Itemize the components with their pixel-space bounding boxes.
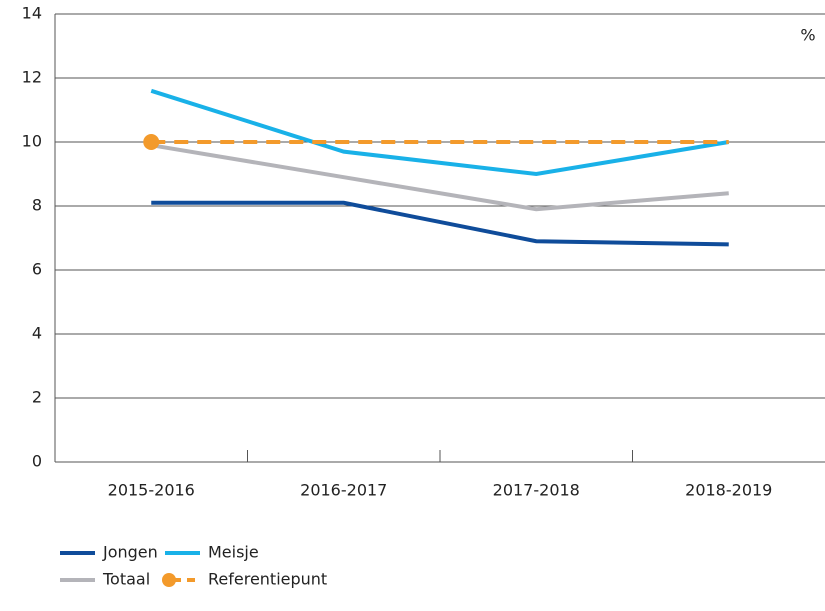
- x-tick-label: 2017-2018: [493, 481, 580, 500]
- y-tick-label: 6: [32, 260, 42, 279]
- series-line: [150, 88, 730, 177]
- x-tick-label: 2015-2016: [108, 481, 195, 500]
- y-tick-label: 14: [22, 4, 42, 23]
- y-tick-label: 4: [32, 324, 42, 343]
- y-tick-label: 0: [32, 452, 42, 471]
- y-tick-label: 10: [22, 132, 42, 151]
- legend-label: Totaal: [102, 570, 150, 589]
- series-marker: [143, 134, 160, 150]
- y-tick-label: 2: [32, 388, 42, 407]
- y-tick-label: 12: [22, 68, 42, 87]
- series-line: [151, 200, 729, 247]
- series-line: [150, 143, 729, 212]
- x-tick-label: 2018-2019: [685, 481, 772, 500]
- y-tick-label: 8: [32, 196, 42, 215]
- legend-label: Meisje: [208, 543, 259, 562]
- legend-label: Jongen: [102, 543, 158, 562]
- legend-marker: [162, 573, 176, 587]
- legend-label: Referentiepunt: [208, 570, 327, 589]
- x-tick-label: 2016-2017: [300, 481, 387, 500]
- unit-label: %: [800, 26, 815, 45]
